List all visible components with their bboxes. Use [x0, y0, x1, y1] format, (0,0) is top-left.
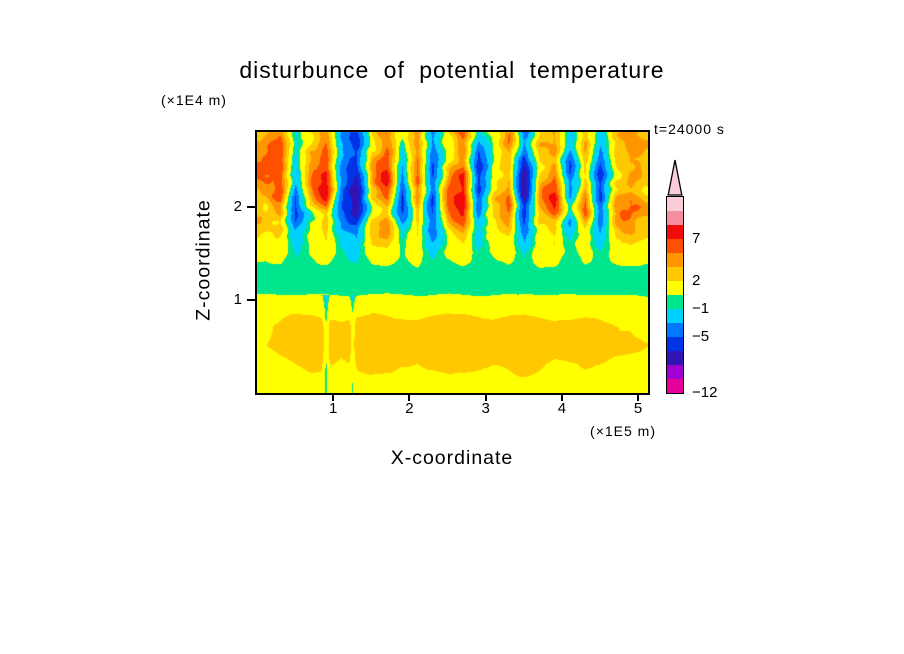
x-tick-mark — [484, 395, 487, 401]
colorbar-overflow-arrow-icon — [667, 159, 683, 196]
colorbar-segment — [667, 379, 683, 393]
x-tick-label: 2 — [405, 400, 414, 417]
x-tick-label: 3 — [481, 400, 490, 417]
colorbar-segment — [667, 337, 683, 351]
time-annotation: t=24000 s — [654, 121, 725, 137]
colorbar-label: −5 — [692, 328, 710, 345]
colorbar-segment — [667, 309, 683, 323]
chart-title: disturbunce of potential temperature — [239, 57, 665, 83]
x-axis-unit-label: (×1E5 m) — [590, 423, 656, 439]
z-tick-mark — [247, 298, 255, 301]
z-tick-label: 2 — [233, 197, 242, 215]
contour-field-canvas — [257, 132, 648, 393]
z-tick-label: 1 — [233, 290, 242, 308]
colorbar-segment — [667, 253, 683, 267]
x-tick-mark — [560, 395, 563, 401]
colorbar-segment — [667, 225, 683, 239]
x-tick-mark — [332, 395, 335, 401]
colorbar — [666, 196, 684, 394]
colorbar-segment — [667, 295, 683, 309]
colorbar-segment — [667, 351, 683, 365]
colorbar-segment — [667, 323, 683, 337]
colorbar-label: 2 — [692, 272, 701, 289]
colorbar-label: −12 — [692, 384, 718, 401]
colorbar-segment — [667, 267, 683, 281]
colorbar-segment — [667, 211, 683, 225]
x-tick-mark — [637, 395, 640, 401]
x-tick-label: 5 — [633, 400, 643, 417]
z-tick-mark — [247, 205, 255, 208]
z-axis-unit-label: (×1E4 m) — [161, 92, 227, 108]
x-tick-label: 4 — [557, 400, 567, 417]
colorbar-segment — [667, 365, 683, 379]
colorbar-segment — [667, 239, 683, 253]
x-tick-label: 1 — [329, 400, 338, 417]
plot-area — [255, 130, 650, 395]
x-axis-title: X-coordinate — [390, 447, 514, 469]
colorbar-label: −1 — [692, 300, 710, 317]
colorbar-segment — [667, 281, 683, 295]
colorbar-segment — [667, 197, 683, 211]
colorbar-label: 7 — [692, 230, 701, 247]
x-tick-mark — [408, 395, 411, 401]
